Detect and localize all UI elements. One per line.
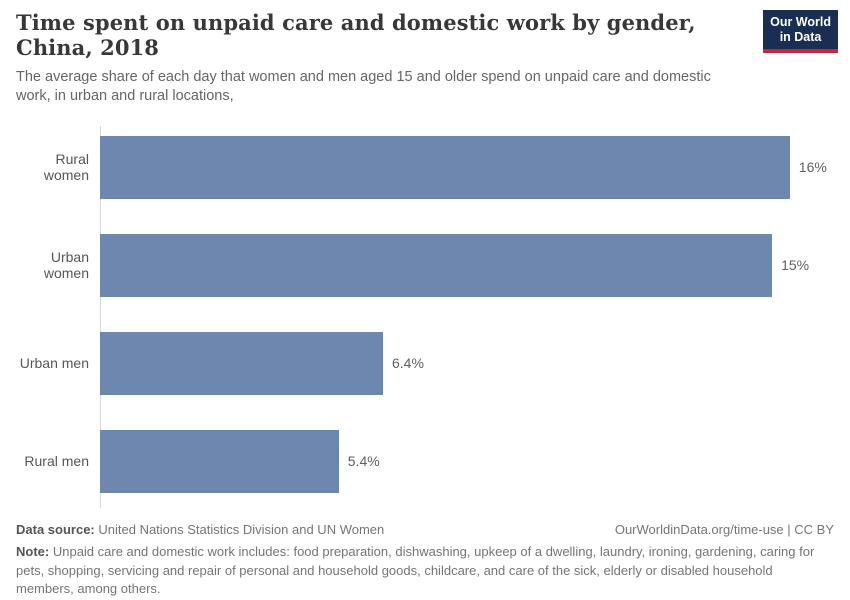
bar-row-urban-men: Urban men 6.4%	[16, 314, 834, 412]
bar[interactable]	[100, 135, 790, 199]
bar[interactable]	[100, 429, 339, 493]
data-source-label: Data source:	[16, 522, 95, 538]
footer-source-row: Data source: United Nations Statistics D…	[16, 522, 834, 537]
bar-row-rural-men: Rural men 5.4%	[16, 412, 834, 510]
value-label: 5.4%	[347, 453, 380, 470]
category-label: Urban women	[43, 249, 89, 282]
owid-logo: Our World in Data	[763, 10, 838, 53]
bar-track: 16%	[100, 118, 834, 216]
value-label: 6.4%	[391, 355, 424, 372]
page-title: Time spent on unpaid care and domestic w…	[16, 10, 696, 61]
bar[interactable]	[100, 233, 773, 297]
bar-track: 15%	[100, 216, 834, 314]
data-source-text: United Nations Statistics Division and U…	[98, 522, 385, 538]
footnote: Note: Unpaid care and domestic work incl…	[16, 543, 834, 598]
footnote-text: Unpaid care and domestic work includes: …	[16, 544, 815, 596]
owid-logo-line2: in Data	[779, 29, 822, 44]
bar-row-urban-women: Urban women 15%	[16, 216, 834, 314]
header: Time spent on unpaid care and domestic w…	[16, 10, 838, 106]
value-label: 16%	[798, 159, 827, 176]
footer: Data source: United Nations Statistics D…	[16, 522, 834, 598]
category-label: Rural men	[24, 453, 89, 470]
category-label: Rural women	[43, 151, 89, 184]
bar-track: 5.4%	[100, 412, 834, 510]
value-label: 15%	[781, 257, 810, 274]
footnote-label: Note:	[16, 544, 50, 560]
bar-chart: Rural women 16% Urban women 15% Urban me…	[16, 118, 834, 510]
category-label: Urban men	[19, 355, 89, 372]
page-subtitle: The average share of each day that women…	[16, 69, 711, 105]
bar-row-rural-women: Rural women 16%	[16, 118, 834, 216]
bar[interactable]	[100, 331, 383, 395]
data-source: Data source: United Nations Statistics D…	[16, 522, 384, 537]
owid-logo-line1: Our World	[770, 15, 831, 29]
bar-track: 6.4%	[100, 314, 834, 412]
credit-link[interactable]: OurWorldinData.org/time-use | CC BY	[614, 522, 834, 538]
y-axis-line	[100, 126, 101, 509]
